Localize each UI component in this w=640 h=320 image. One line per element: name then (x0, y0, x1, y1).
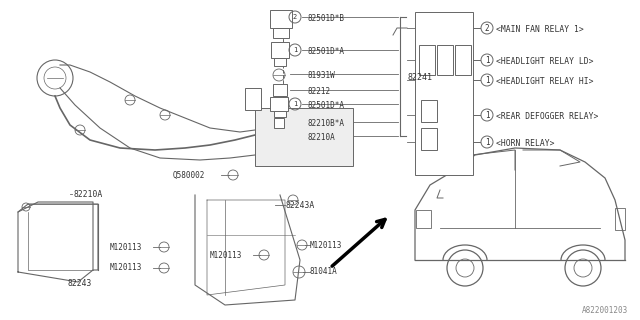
Bar (273, 84, 287, 96)
Bar (274, 58, 286, 66)
Text: 82210A: 82210A (308, 132, 336, 141)
Text: 82212: 82212 (308, 86, 331, 95)
Bar (416, 210, 431, 228)
Text: 1: 1 (484, 110, 490, 119)
Text: A822001203: A822001203 (582, 306, 628, 315)
Bar (419, 45, 435, 75)
Text: 81931W: 81931W (308, 70, 336, 79)
Text: 81041A: 81041A (310, 268, 338, 276)
Text: Q580002: Q580002 (173, 171, 205, 180)
Bar (421, 128, 437, 150)
Text: 1: 1 (484, 76, 490, 84)
Text: 82210B*A: 82210B*A (308, 118, 345, 127)
Text: M120113: M120113 (210, 251, 243, 260)
Bar (615, 208, 625, 230)
Text: 2: 2 (293, 14, 297, 20)
Text: 1: 1 (484, 138, 490, 147)
Text: 1: 1 (293, 101, 297, 107)
Text: 2: 2 (484, 23, 490, 33)
Text: M120113: M120113 (110, 243, 142, 252)
Text: <HORN RELAY>: <HORN RELAY> (496, 139, 554, 148)
Bar (270, 97, 288, 111)
Bar (271, 42, 289, 58)
Text: 82501D*A: 82501D*A (308, 100, 345, 109)
Text: <MAIN FAN RELAY 1>: <MAIN FAN RELAY 1> (496, 25, 584, 34)
Bar (270, 10, 292, 28)
Text: 1: 1 (484, 55, 490, 65)
Text: 82210A: 82210A (73, 189, 102, 198)
Text: 82243A: 82243A (285, 201, 314, 210)
Text: 82241: 82241 (408, 73, 433, 82)
Text: 82243: 82243 (68, 279, 92, 289)
Text: <REAR DEFOGGER RELAY>: <REAR DEFOGGER RELAY> (496, 111, 598, 121)
Bar (455, 45, 471, 75)
Text: <HEADLIGHT RELAY HI>: <HEADLIGHT RELAY HI> (496, 76, 593, 85)
Text: 82501D*A: 82501D*A (308, 46, 345, 55)
Text: <HEADLIGHT RELAY LD>: <HEADLIGHT RELAY LD> (496, 57, 593, 66)
Bar (274, 118, 284, 128)
Bar (255, 108, 353, 166)
Bar (437, 45, 453, 75)
Bar (274, 111, 286, 117)
Text: M120113: M120113 (110, 263, 142, 273)
Bar (421, 100, 437, 122)
Bar (273, 28, 289, 38)
Text: 82501D*B: 82501D*B (308, 13, 345, 22)
Text: M120113: M120113 (310, 241, 342, 250)
Bar (245, 88, 261, 110)
Bar (415, 12, 473, 175)
Text: 1: 1 (293, 47, 297, 53)
